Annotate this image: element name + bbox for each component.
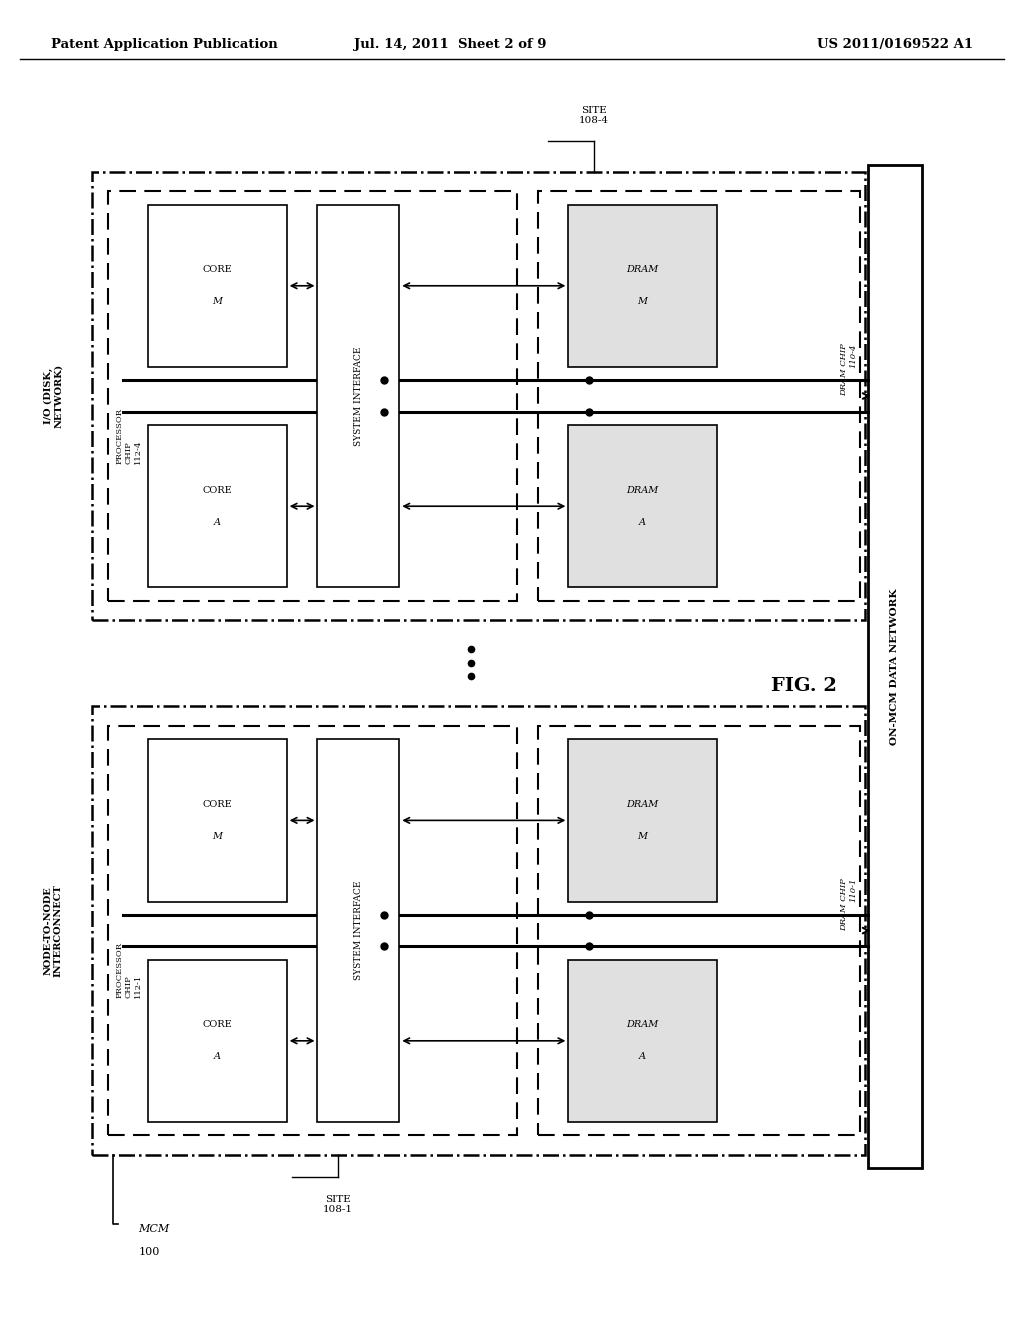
- FancyBboxPatch shape: [568, 739, 717, 902]
- FancyBboxPatch shape: [148, 205, 287, 367]
- Text: A: A: [639, 517, 646, 527]
- Text: PROCESSOR
CHIP
112-1: PROCESSOR CHIP 112-1: [116, 942, 142, 998]
- FancyBboxPatch shape: [868, 165, 922, 1168]
- FancyBboxPatch shape: [568, 425, 717, 587]
- Text: A: A: [214, 517, 221, 527]
- Text: DRAM: DRAM: [627, 1020, 658, 1030]
- Text: M: M: [213, 297, 222, 306]
- Text: Jul. 14, 2011  Sheet 2 of 9: Jul. 14, 2011 Sheet 2 of 9: [354, 38, 547, 51]
- FancyBboxPatch shape: [148, 425, 287, 587]
- Text: SITE
108-4: SITE 108-4: [579, 106, 609, 125]
- FancyBboxPatch shape: [148, 960, 287, 1122]
- Text: ON-MCM DATA NETWORK: ON-MCM DATA NETWORK: [891, 589, 899, 744]
- Text: A: A: [214, 1052, 221, 1061]
- Text: US 2011/0169522 A1: US 2011/0169522 A1: [817, 38, 973, 51]
- Text: SYSTEM INTERFACE: SYSTEM INTERFACE: [354, 880, 362, 981]
- Text: Patent Application Publication: Patent Application Publication: [51, 38, 278, 51]
- Text: DRAM CHIP
110-1: DRAM CHIP 110-1: [840, 878, 857, 931]
- Text: 100: 100: [138, 1247, 160, 1258]
- Text: DRAM: DRAM: [627, 265, 658, 275]
- Text: SYSTEM INTERFACE: SYSTEM INTERFACE: [354, 346, 362, 446]
- Text: A: A: [639, 1052, 646, 1061]
- Text: CORE: CORE: [203, 1020, 232, 1030]
- FancyBboxPatch shape: [568, 960, 717, 1122]
- Text: CORE: CORE: [203, 800, 232, 809]
- Text: DRAM: DRAM: [627, 800, 658, 809]
- Text: MCM: MCM: [138, 1224, 170, 1234]
- Text: CORE: CORE: [203, 486, 232, 495]
- FancyBboxPatch shape: [148, 739, 287, 902]
- Text: SITE
108-1: SITE 108-1: [323, 1195, 353, 1214]
- Text: M: M: [213, 832, 222, 841]
- Text: DRAM CHIP
110-4: DRAM CHIP 110-4: [840, 343, 857, 396]
- Text: DRAM: DRAM: [627, 486, 658, 495]
- Text: PROCESSOR
CHIP
112-4: PROCESSOR CHIP 112-4: [116, 408, 142, 463]
- Text: NODE-TO-NODE
INTERCONNECT: NODE-TO-NODE INTERCONNECT: [44, 884, 62, 977]
- Text: I/O (DISK,
NETWORK): I/O (DISK, NETWORK): [43, 364, 63, 428]
- FancyBboxPatch shape: [568, 205, 717, 367]
- Text: M: M: [638, 297, 647, 306]
- Text: M: M: [638, 832, 647, 841]
- FancyBboxPatch shape: [317, 205, 399, 587]
- Text: FIG. 2: FIG. 2: [771, 677, 837, 696]
- Text: CORE: CORE: [203, 265, 232, 275]
- FancyBboxPatch shape: [317, 739, 399, 1122]
